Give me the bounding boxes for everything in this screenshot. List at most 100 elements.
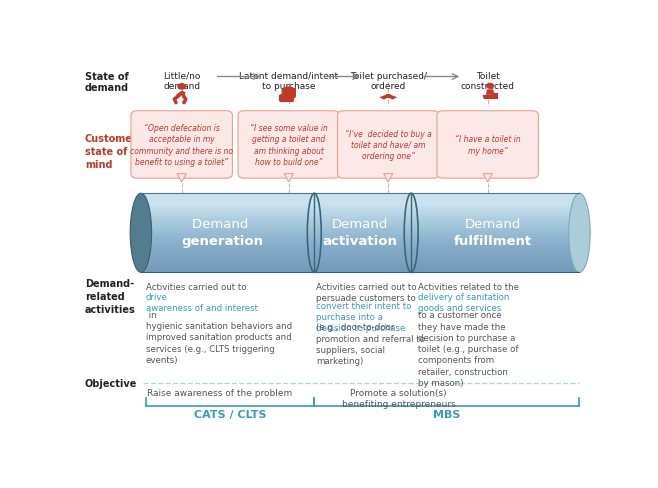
Bar [141,253,580,254]
Bar [141,270,580,271]
Text: Activities carried out to
persuade customers to: Activities carried out to persuade custo… [316,282,418,303]
Text: CATS / CLTS: CATS / CLTS [194,409,266,419]
Text: Promote a solution(s)
benefiting entrepreneurs: Promote a solution(s) benefiting entrepr… [342,388,455,408]
Circle shape [386,95,391,99]
Ellipse shape [130,194,151,273]
Bar [141,247,580,249]
Text: fulfillment: fulfillment [454,234,532,247]
Text: drive
awareness of and interest: drive awareness of and interest [146,293,258,313]
Text: Activities related to the: Activities related to the [418,282,522,291]
Bar [141,267,580,269]
Text: “I see some value in
getting a toilet and
am thinking about
how to build one”: “I see some value in getting a toilet an… [250,123,328,167]
Bar [141,199,580,201]
Text: “Open defecation is
acceptable in my
community and there is no
benefit to using : “Open defecation is acceptable in my com… [130,123,233,167]
Polygon shape [175,91,186,96]
Bar [141,221,580,223]
Bar [141,210,580,212]
Text: Toilet purchased/
ordered: Toilet purchased/ ordered [349,72,427,91]
Bar [141,246,580,248]
Bar [141,196,580,198]
Bar [141,249,580,250]
Bar [141,204,580,205]
Polygon shape [379,95,389,101]
Polygon shape [177,174,186,183]
Bar [141,261,580,262]
Bar [141,212,580,214]
Text: delivery of sanitation
goods and services: delivery of sanitation goods and service… [418,293,509,313]
Text: State of
demand: State of demand [85,72,129,93]
FancyBboxPatch shape [282,89,289,99]
Bar [141,262,580,264]
Bar [141,238,580,240]
Text: Demand-
related
activities: Demand- related activities [85,278,136,315]
Text: Demand: Demand [192,218,253,230]
Bar [141,258,580,260]
Text: Activities carried out to: Activities carried out to [146,282,249,291]
Polygon shape [384,174,393,183]
Bar [141,215,580,216]
Text: MBS: MBS [433,409,461,419]
Text: generation: generation [182,234,263,247]
Bar [141,206,580,208]
Text: to a customer once
they have made the
decision to purchase a
toilet (e.g., purch: to a customer once they have made the de… [418,311,519,387]
Bar [141,205,580,207]
Bar [141,257,580,258]
Polygon shape [486,90,494,96]
Polygon shape [284,97,295,103]
Ellipse shape [569,194,590,273]
Bar [141,224,580,225]
Bar [141,198,580,199]
Bar [141,208,580,210]
Bar [141,245,580,246]
Text: “I have a toilet in
my home”: “I have a toilet in my home” [455,135,520,155]
Text: Customer
state of
mind: Customer state of mind [85,134,138,170]
Text: Raise awareness of the problem: Raise awareness of the problem [147,388,293,397]
FancyBboxPatch shape [289,89,296,99]
Bar [141,244,580,245]
Polygon shape [388,95,397,101]
Text: Latent demand/intent
to purchase: Latent demand/intent to purchase [240,72,338,91]
Text: “I’ve  decided to buy a
toilet and have/ am
ordering one”: “I’ve decided to buy a toilet and have/ … [345,129,432,161]
Bar [141,213,580,215]
Text: Objective: Objective [85,379,137,388]
Bar [141,264,580,266]
Text: Demand: Demand [465,218,521,230]
Bar [141,200,580,202]
Bar [141,226,580,228]
Bar [141,236,580,237]
Bar [141,242,580,244]
Bar [493,94,498,100]
Text: in
hygienic sanitation behaviors and
improved sanitation products and
services (: in hygienic sanitation behaviors and imp… [146,310,292,364]
Bar [141,233,580,235]
Polygon shape [284,174,293,183]
FancyBboxPatch shape [238,112,340,179]
Bar [141,223,580,224]
Bar [141,203,580,204]
Bar [141,268,580,270]
Bar [141,217,580,219]
Bar [141,237,580,239]
Text: (e.g., door-to-door
promotion and referral to
suppliers, social
marketing): (e.g., door-to-door promotion and referr… [316,323,424,366]
Text: Toilet
constructed: Toilet constructed [461,72,515,91]
Bar [141,232,580,233]
Text: Demand: Demand [332,218,388,230]
Polygon shape [483,96,496,100]
Bar [141,263,580,265]
Bar [141,240,580,241]
Bar [141,225,580,227]
FancyBboxPatch shape [338,112,439,179]
Bar [141,220,580,222]
Bar [141,229,580,231]
Bar [141,193,580,195]
Bar [141,219,580,220]
FancyBboxPatch shape [131,112,232,179]
Bar [141,254,580,256]
Text: convert their intent to
purchase into a
decision to purchase: convert their intent to purchase into a … [316,301,411,332]
Bar [141,209,580,211]
Bar [141,216,580,218]
Bar [141,227,580,229]
Bar [141,266,580,267]
Bar [141,241,580,243]
Bar [141,250,580,252]
Bar [141,255,580,257]
